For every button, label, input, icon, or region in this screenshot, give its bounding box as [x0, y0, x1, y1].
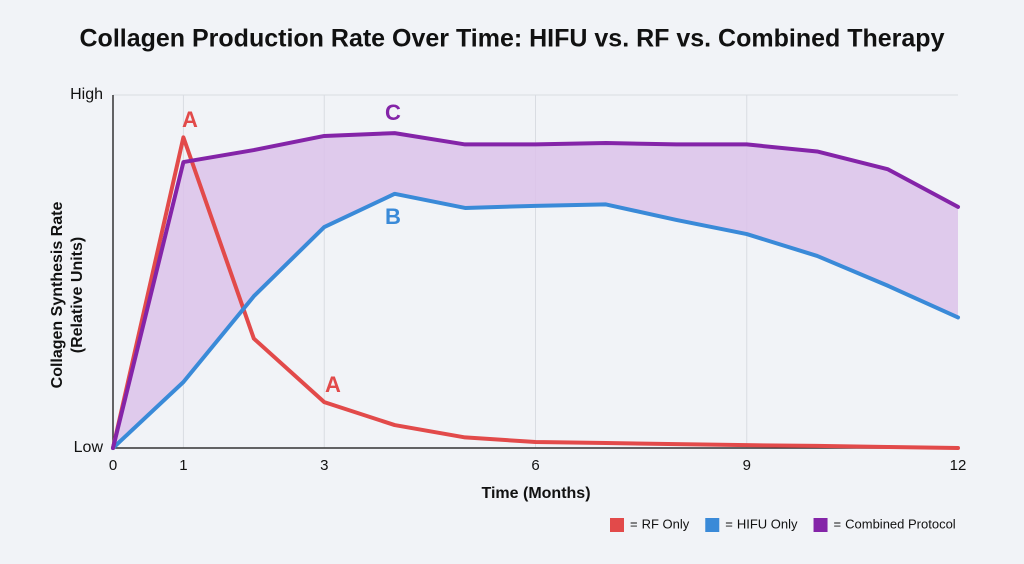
x-tick-label: 1 — [179, 457, 187, 474]
x-tick-label: 9 — [743, 457, 751, 474]
x-tick-label: 0 — [109, 457, 117, 474]
line-series — [111, 191, 960, 450]
annotation: C — [385, 100, 401, 125]
y-tick-label: High — [70, 86, 103, 103]
x-tick-label: 12 — [950, 457, 967, 474]
y-axis-label: Collagen Synthesis Rate — [49, 202, 66, 389]
legend-label: HIFU Only — [737, 516, 798, 531]
x-tick-label: 3 — [320, 457, 328, 474]
legend-swatch — [610, 518, 624, 532]
line-series — [111, 135, 960, 450]
legend-prefix: = — [834, 516, 842, 531]
line-series — [111, 131, 960, 450]
y-axis-label: (Relative Units) — [69, 237, 86, 353]
legend-swatch — [705, 518, 720, 532]
annotation: A — [182, 107, 198, 132]
band-fill — [113, 133, 958, 448]
x-tick-label: 6 — [531, 457, 539, 474]
legend-label: Combined Protocol — [845, 516, 956, 531]
legend-label: RF Only — [642, 516, 690, 531]
x-axis-label: Time (Months) — [481, 485, 590, 502]
chart-title: Collagen Production Rate Over Time: HIFU… — [80, 25, 945, 53]
legend-prefix: = — [725, 516, 733, 531]
legend-prefix: = — [630, 516, 638, 531]
legend-swatch — [813, 518, 828, 532]
annotation: A — [325, 372, 341, 397]
annotation: B — [385, 204, 401, 229]
y-tick-label: Low — [74, 439, 104, 456]
